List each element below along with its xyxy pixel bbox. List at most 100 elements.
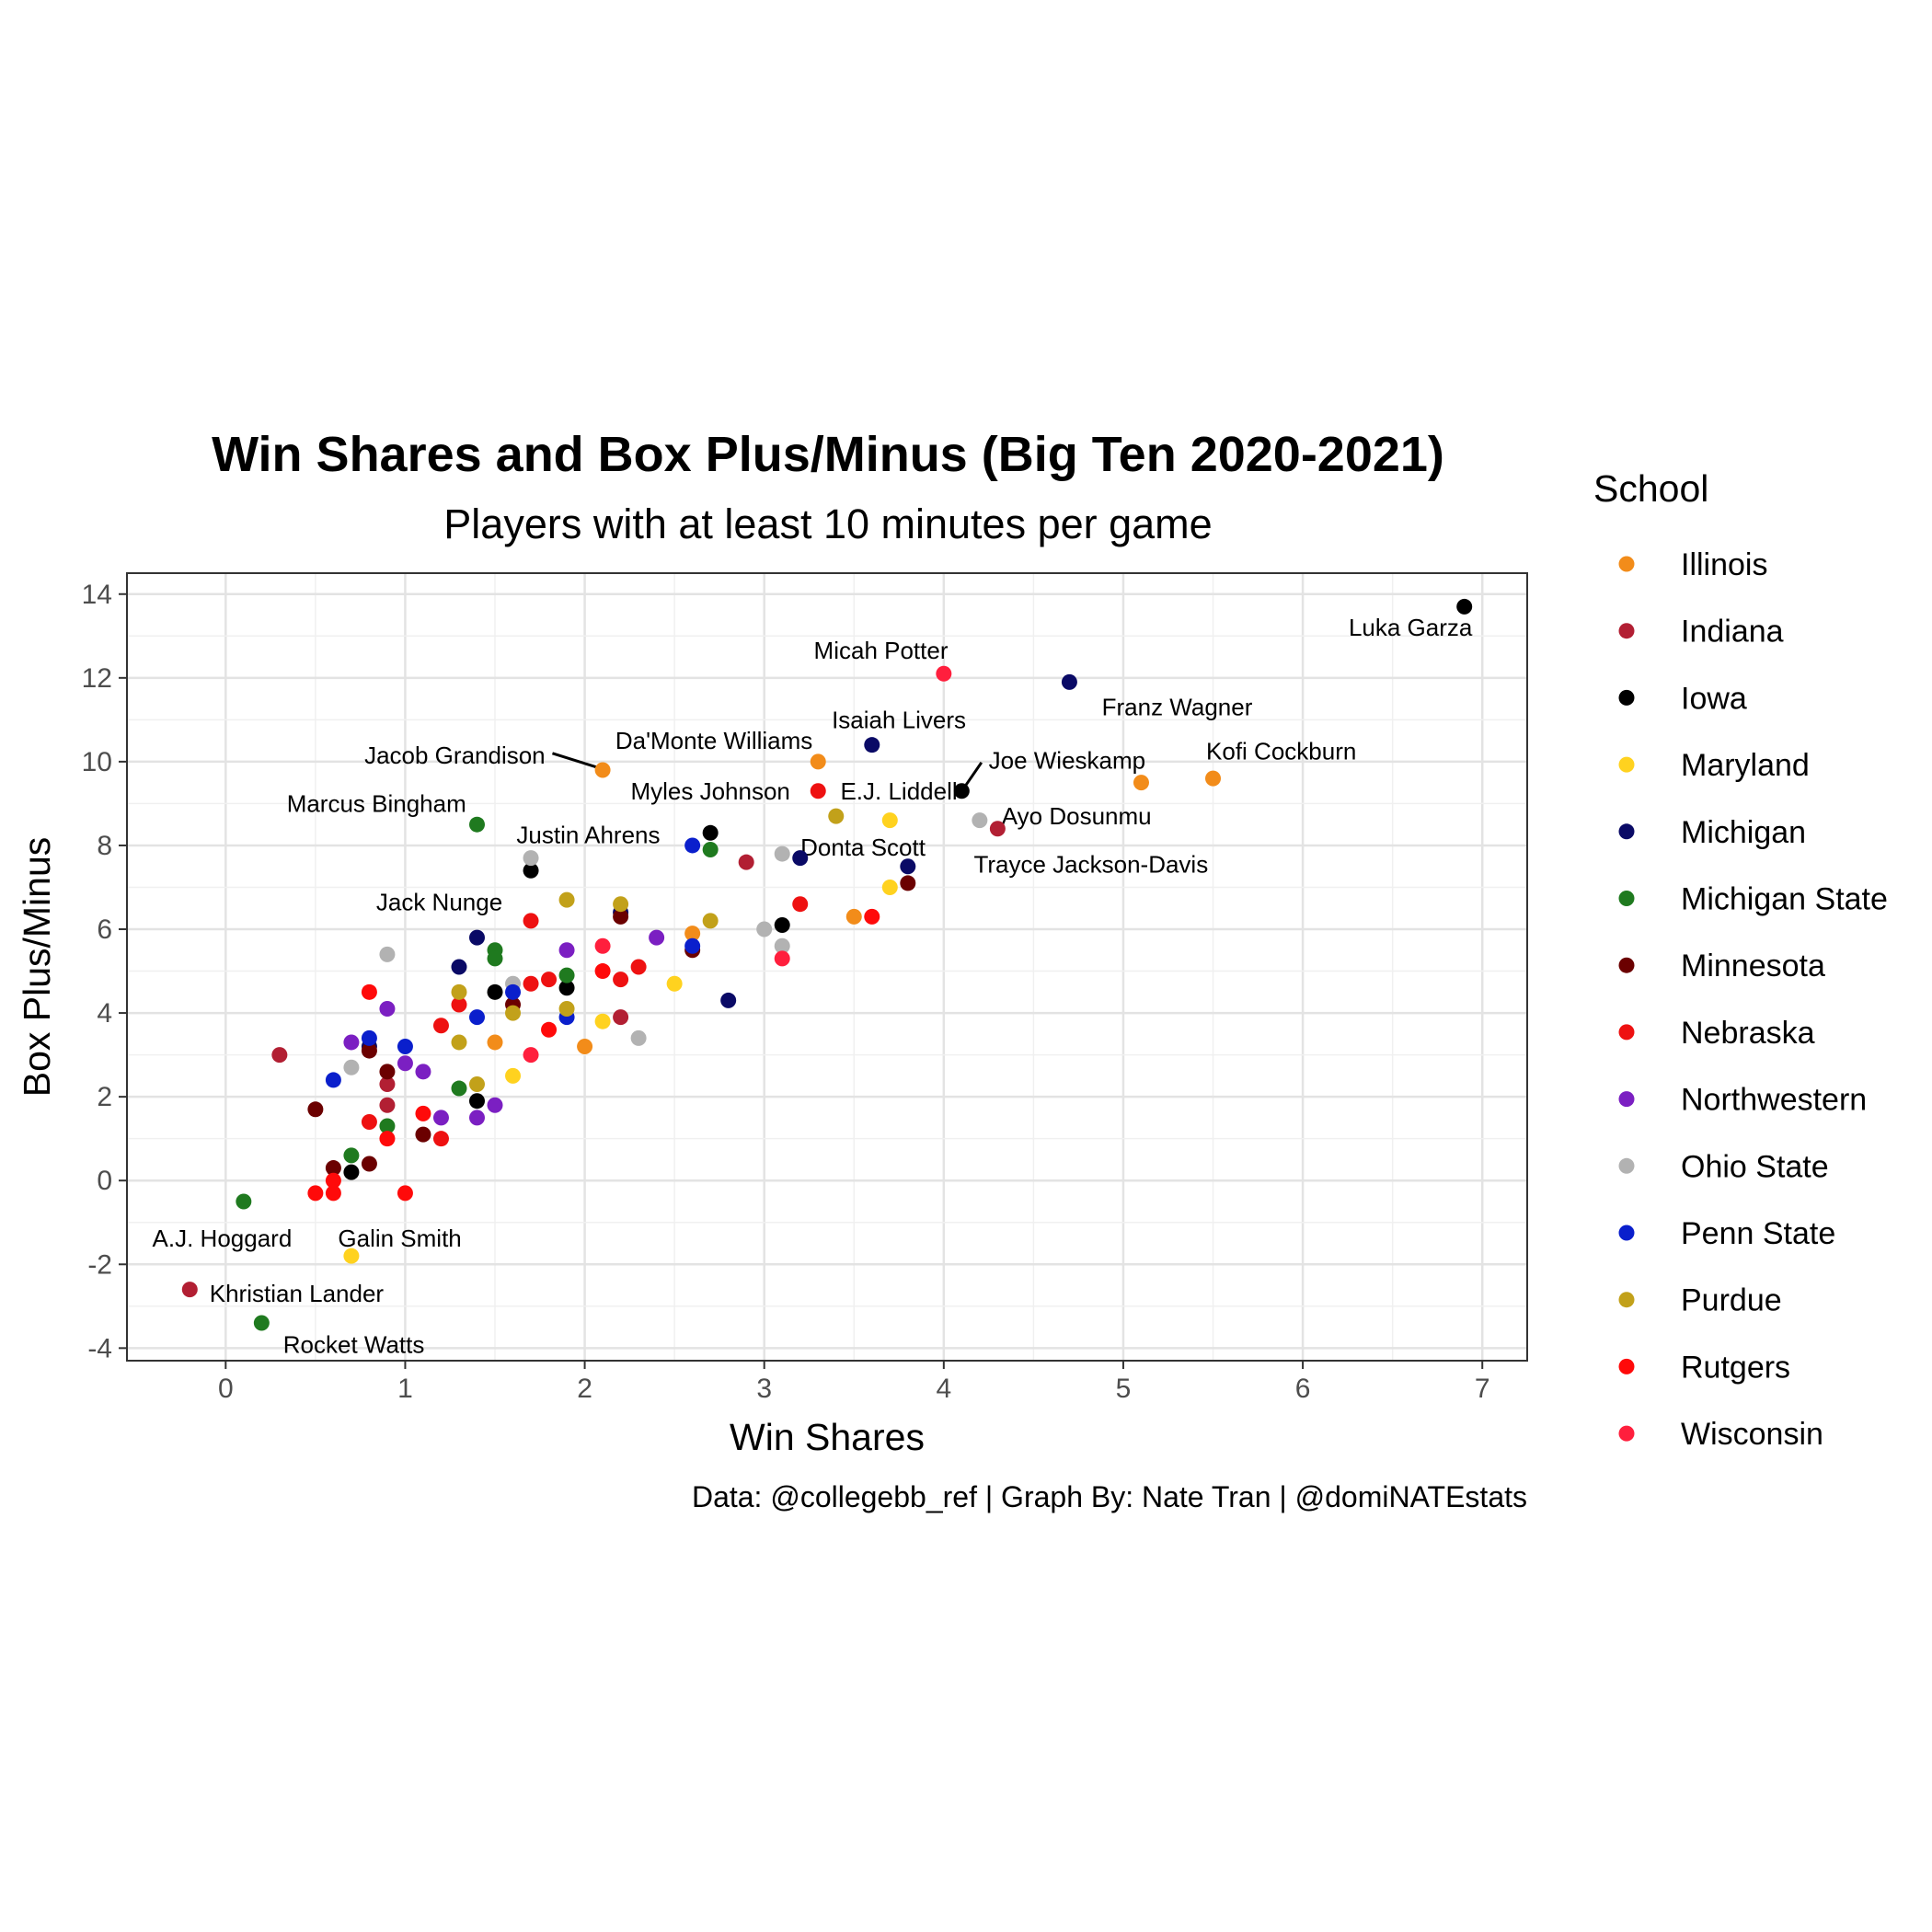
legend-label: Wisconsin [1681,1417,1823,1452]
data-point [487,983,503,1000]
data-point [253,1315,270,1331]
data-point [469,1075,485,1092]
data-point [361,1113,377,1130]
x-tick-label: 3 [756,1374,772,1404]
annotation-leader-line [552,752,600,770]
data-point [505,1005,522,1021]
data-point [397,1039,413,1055]
annotation-label: Franz Wagner [1102,694,1253,721]
annotation-label: Myles Johnson [630,777,789,805]
data-point [702,913,719,929]
grid-lines [127,573,1527,1361]
data-point [523,850,539,867]
data-point [613,1009,629,1026]
data-point [541,972,558,988]
data-point [684,937,701,954]
data-point [325,1185,341,1202]
x-tick-label: 0 [218,1374,234,1404]
data-point [541,1021,558,1038]
data-point [613,908,629,925]
data-point [487,950,503,967]
y-tick-label: -4 [87,1333,112,1363]
x-axis-label: Win Shares [730,1416,925,1458]
data-point [594,963,611,980]
annotation-label: Luka Garza [1349,614,1473,641]
x-tick-label: 1 [397,1374,413,1404]
data-point [451,1034,467,1051]
chart-caption: Data: @collegebb_ref | Graph By: Nate Tr… [692,1480,1527,1513]
data-point [432,1018,449,1034]
data-point [953,783,970,799]
data-point [379,1118,396,1134]
data-point [469,1009,485,1026]
legend-label: Minnesota [1681,949,1825,983]
data-point [397,1055,413,1072]
data-point [325,1172,341,1189]
data-point [881,812,898,829]
x-tick-label: 5 [1116,1374,1132,1404]
data-point [415,1126,431,1143]
annotation-label: Rocket Watts [283,1331,425,1359]
legend-key [1618,623,1635,639]
data-point [577,1039,593,1055]
data-points [181,598,1473,1331]
legend-key [1618,957,1635,973]
data-point [594,937,611,954]
legend-key [1618,689,1635,706]
x-tick-label: 4 [936,1374,951,1404]
data-point [487,1097,503,1113]
data-point [325,1072,341,1088]
legend-key [1618,1425,1635,1442]
data-point [774,950,790,967]
y-tick-label: 6 [97,914,112,945]
legend-key [1618,1091,1635,1108]
y-tick-label: 2 [97,1082,112,1112]
data-point [810,783,826,799]
data-point [307,1101,324,1118]
data-point [307,1185,324,1202]
annotation-label: Marcus Bingham [287,789,466,817]
y-axis-label: Box Plus/Minus [16,837,58,1098]
data-point [505,1067,522,1084]
data-point [649,929,665,946]
data-point [523,913,539,929]
data-point [487,1034,503,1051]
data-point [774,937,790,954]
data-point [702,824,719,841]
annotation-leader-line [964,761,983,788]
data-point [684,926,701,942]
data-point [558,1001,575,1018]
data-point [989,821,1006,837]
data-point [523,862,539,879]
data-point [864,908,880,925]
data-point [558,942,575,959]
y-tick-label: 0 [97,1166,112,1196]
annotation-label: Jacob Grandison [364,742,546,769]
data-point [558,967,575,983]
annotation-label: Justin Ahrens [516,822,660,849]
data-point [181,1282,198,1298]
legend-key [1618,823,1635,840]
plot-panel [127,573,1527,1361]
legend-title: School [1593,467,1708,510]
legend-key [1618,756,1635,773]
data-point [720,992,737,1008]
data-point [684,837,701,854]
data-point [361,1042,377,1059]
data-point [845,908,862,925]
annotations: Luka Garza Micah Potter Franz Wagner Isaiah… [153,614,1473,1359]
annotation-label: Galin Smith [338,1225,461,1252]
data-point [900,875,916,891]
annotation-label: Joe Wieskamp [989,747,1146,775]
chart-title: Win Shares and Box Plus/Minus (Big Ten 2… [212,427,1444,482]
data-point [613,896,629,913]
data-point [361,983,377,1000]
data-point [236,1193,252,1210]
data-point [451,996,467,1013]
annotation-label: Da'Monte Williams [615,727,812,754]
annotation-label: Khristian Lander [210,1280,385,1307]
data-point [972,812,988,829]
data-point [379,1097,396,1113]
data-point [774,916,790,933]
